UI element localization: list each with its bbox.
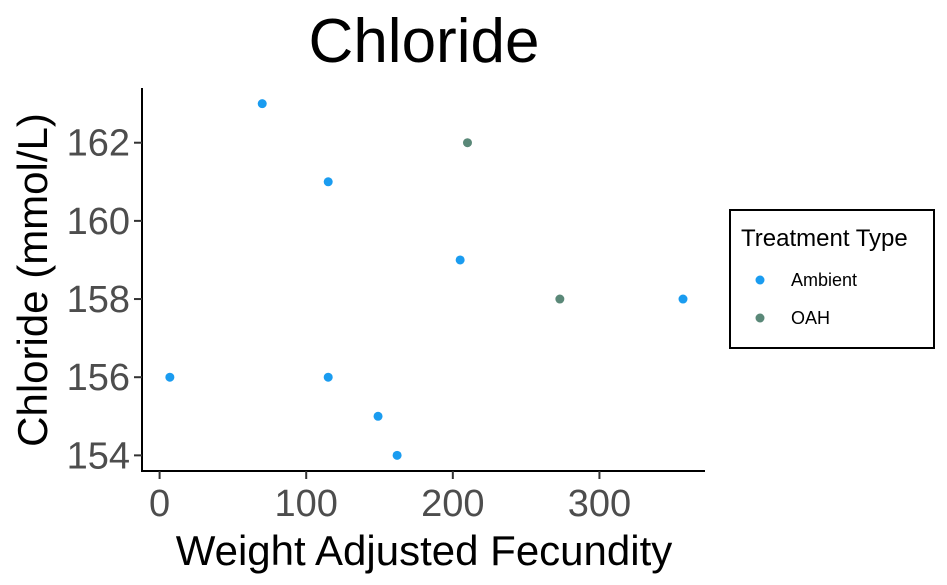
y-tick-label: 154 [67, 435, 130, 477]
legend-items: Ambient OAH [755, 270, 857, 328]
data-point-ambient [323, 177, 333, 187]
y-tick-label: 158 [67, 279, 130, 321]
y-tick-label: 162 [67, 123, 130, 165]
data-point-ambient [392, 450, 402, 460]
data-point-oah [555, 294, 565, 304]
x-tick-label: 100 [275, 483, 338, 525]
plot-area: 154 156 158 160 162 0 100 200 300 [67, 88, 705, 525]
x-ticks: 0 100 200 300 [149, 471, 631, 525]
data-point-ambient [323, 372, 333, 382]
y-tick-label: 160 [67, 201, 130, 243]
x-axis-title: Weight Adjusted Fecundity [176, 527, 673, 574]
chart-title: Chloride [309, 7, 540, 76]
x-tick-label: 200 [421, 483, 484, 525]
legend-label-ambient: Ambient [791, 270, 857, 290]
y-axis-title: Chloride (mmol/L) [9, 113, 56, 447]
data-points [165, 99, 688, 460]
data-point-oah [462, 138, 472, 148]
data-point-ambient [373, 411, 383, 421]
data-point-ambient [257, 99, 267, 109]
data-point-ambient [455, 255, 465, 265]
y-ticks: 154 156 158 160 162 [67, 123, 142, 477]
legend-key-oah [755, 313, 765, 323]
y-tick-label: 156 [67, 357, 130, 399]
legend-key-ambient [755, 275, 765, 285]
data-point-ambient [165, 372, 175, 382]
legend-label-oah: OAH [791, 308, 830, 328]
x-tick-label: 300 [568, 483, 631, 525]
legend-title: Treatment Type [741, 225, 908, 252]
x-tick-label: 0 [149, 483, 170, 525]
legend: Treatment Type Ambient OAH [729, 209, 935, 349]
data-point-ambient [678, 294, 688, 304]
